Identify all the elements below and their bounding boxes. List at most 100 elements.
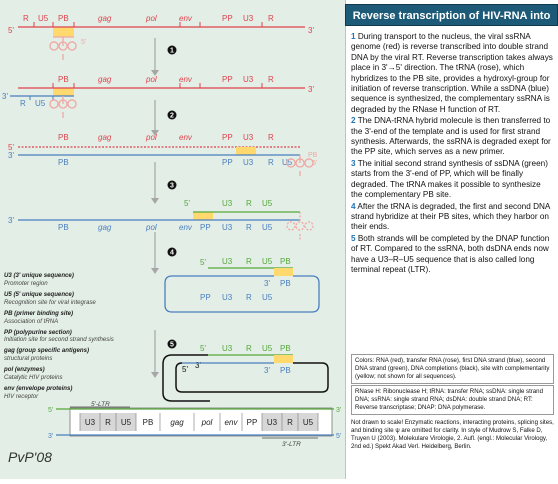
dna2-five-label: 5' — [200, 258, 206, 267]
dna-pol-label: pol — [145, 223, 157, 232]
step-5-text: Both strands will be completed by the DN… — [351, 233, 550, 274]
badge-1: 1 — [170, 48, 174, 55]
env-label: env — [179, 75, 193, 84]
stage-3: 5' U3 R U5 3' PB gag pol env PP U3 R U5 — [8, 199, 314, 240]
dna2-u5-label: U5 — [262, 257, 273, 266]
trna-cloverleaf — [49, 36, 77, 60]
legend-explanation: Initiation site for second strand synthe… — [4, 336, 114, 344]
dna-pp-label: PP — [200, 223, 211, 232]
step-4-text: After the tRNA is degraded, the first an… — [351, 201, 550, 232]
abbreviations-box: RNase H: Ribonuclease H; tRNA: transfer … — [351, 385, 554, 416]
final-pp-label: PP — [247, 418, 258, 427]
ltr3-label: 3'-LTR — [282, 441, 301, 448]
five-prime-label: 5' — [8, 26, 14, 35]
pp-label: PP — [222, 133, 233, 142]
r-label: R — [268, 133, 274, 142]
diagram-panel: 1 2 3 4 5 5' — [0, 0, 345, 479]
ltr-u5-label: U5 — [121, 418, 132, 427]
r-label: R — [268, 75, 274, 84]
ltr3-u5-label: U5 — [303, 418, 314, 427]
dna-u5-label: U5 — [262, 293, 273, 302]
dna2-five-label: 5' — [200, 344, 206, 353]
env-label: env — [179, 133, 193, 142]
legend-explanation: Catalytic HIV proteins — [4, 374, 63, 382]
dna2-u3-label: U3 — [222, 199, 233, 208]
stage-2: 5' PB gag pol env PP U3 R 3' PB PP U3 R — [8, 133, 318, 176]
dna2-u5-label: U5 — [262, 344, 273, 353]
dna-pb-label: PB — [280, 279, 291, 288]
step-descriptions: 1 During transport to the nucleus, the v… — [351, 32, 554, 276]
dna2-r-label: R — [246, 344, 252, 353]
pol-label: pol — [145, 14, 157, 23]
legend-explanation: structural proteins — [4, 355, 53, 363]
trna-cloverleaf-degrading — [286, 212, 314, 240]
legend-explanation: Promoter region — [4, 279, 48, 287]
final-green-three: 3' — [336, 407, 341, 414]
three-prime-label: 3' — [308, 26, 314, 35]
dna2-r-label: R — [246, 199, 252, 208]
dna-pp-label: PP — [222, 158, 233, 167]
dna-three-label: 3' — [264, 366, 270, 375]
completion-three-label: 3' — [195, 361, 201, 370]
legend-explanation: Association of tRNA — [4, 317, 59, 325]
dna-u5-label: U5 — [262, 223, 273, 232]
trna-cloverleaf — [49, 96, 77, 118]
step-2-number: 2 — [351, 116, 356, 126]
badge-3: 3 — [170, 183, 174, 190]
stage-1: PB gag pol env PP U3 R 3' 3' R U5 — [2, 75, 314, 118]
stage-0-ssrna: 5' 3' R U5 PB gag pol env PP U3 R — [8, 14, 314, 60]
dna-r-label: R — [268, 158, 274, 167]
step-4: 4 After the tRNA is degraded, the first … — [351, 202, 554, 233]
r-label: R — [23, 14, 29, 23]
ltr3-r-label: R — [287, 418, 293, 427]
ltr-u3-label: U3 — [85, 418, 96, 427]
pol-label: pol — [145, 133, 157, 142]
step-3-number: 3 — [351, 158, 356, 168]
dna2-u3-label: U3 — [222, 344, 233, 353]
gag-label: gag — [98, 75, 112, 84]
dna2-u3-label: U3 — [222, 257, 233, 266]
step-4-number: 4 — [351, 201, 356, 211]
dna2-five-label: 5' — [184, 199, 190, 208]
step-number-badges: 1 2 3 4 5 — [167, 45, 177, 349]
colors-box: Colors: RNA (red), transfer RNA (rose), … — [351, 354, 554, 385]
trna-five-label: 5' — [81, 39, 86, 46]
env-label: env — [179, 14, 193, 23]
final-env-label: env — [225, 418, 239, 427]
dna-pp-label: PP — [200, 293, 211, 302]
ltr3-u3-label: U3 — [267, 418, 278, 427]
final-dsdna: 5'-LTR — [48, 401, 341, 448]
dna-pb-label: PB — [280, 366, 291, 375]
dna-three-label: 3' — [8, 151, 14, 160]
pp-label: PP — [222, 14, 233, 23]
ltr-r-label: R — [105, 418, 111, 427]
pb-label: PB — [58, 133, 69, 142]
dna-env-label: env — [179, 223, 193, 232]
step-1: 1 During transport to the nucleus, the v… — [351, 32, 554, 115]
badge-5: 5 — [170, 342, 174, 349]
legend-term: env (envelope proteins) — [4, 385, 73, 393]
trna-pb-label: PB — [308, 152, 318, 159]
legend-explanation: HIV receptor — [4, 392, 39, 400]
final-pol-label: pol — [201, 418, 213, 427]
three-prime-label: 3' — [308, 85, 314, 94]
pp-label: PP — [222, 75, 233, 84]
gag-label: gag — [98, 14, 112, 23]
dna-three-label: 3' — [2, 92, 8, 101]
dna2-pb-label: PB — [280, 344, 291, 353]
step-5-number: 5 — [351, 233, 356, 243]
legend: U3 (3' unique sequence) Promoter region U5… — [4, 272, 134, 404]
pb-label: PB — [58, 14, 69, 23]
dna2-pb-label: PB — [280, 257, 291, 266]
u3-label: U3 — [243, 75, 254, 84]
final-pb-label: PB — [143, 418, 154, 427]
dna-three-label: 3' — [264, 279, 270, 288]
completion-five-label: 5' — [182, 365, 188, 374]
signature: PvP'08 — [8, 449, 52, 465]
final-green-five: 5' — [48, 407, 53, 414]
five-prime-label: 5' — [8, 143, 14, 152]
legend-term: PB (primer binding site) — [4, 309, 74, 317]
step-1-text: During transport to the nucleus, the vir… — [351, 32, 553, 114]
legend-term: U3 (3' unique sequence) — [4, 272, 74, 279]
legend-term: pol (enzymes) — [4, 366, 45, 374]
